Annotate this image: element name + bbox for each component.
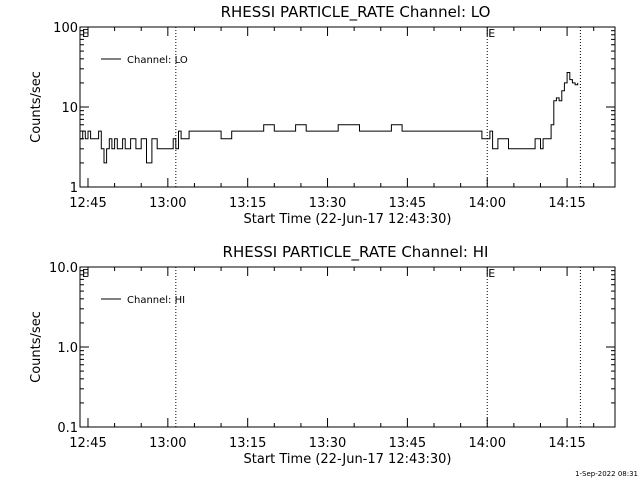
x-tick-label: 13:00 (149, 196, 186, 211)
x-tick-label: 13:30 (309, 436, 346, 451)
x-tick-label: 13:15 (229, 436, 266, 451)
footer-timestamp: 1-Sep-2022 08:31 (575, 470, 638, 478)
x-tick-label: 13:15 (229, 196, 266, 211)
x-tick-label: 13:45 (389, 436, 426, 451)
legend-entry: Channel: LO (127, 55, 188, 66)
y-tick-label: 1.0 (57, 341, 78, 356)
x-tick-label: 13:45 (389, 196, 426, 211)
chart-panel-hi: RHESSI PARTICLE_RATE Channel: HI 0.1 1.0 10… (29, 243, 616, 467)
y-tick-label: 10 (61, 101, 78, 116)
series-line-lo (80, 72, 579, 164)
legend-entry: Channel: HI (127, 295, 185, 306)
y-axis-title: Counts/sec (29, 71, 44, 143)
x-tick-label: 14:00 (469, 196, 506, 211)
x-tick-label: 14:00 (469, 436, 506, 451)
chart-panel-lo: RHESSI PARTICLE_RATE Channel: LO 1 10 100 12… (29, 3, 616, 227)
y-axis-title: Counts/sec (29, 311, 44, 383)
x-tick-label: 14:15 (548, 196, 585, 211)
y-tick-label: 10.0 (49, 261, 78, 276)
y-tick-label: 100 (53, 21, 78, 36)
x-tick-label: 13:00 (149, 436, 186, 451)
y-tick-label: 0.1 (57, 421, 78, 436)
x-tick-label: 12:45 (69, 196, 106, 211)
x-axis-title: Start Time (22-Jun-17 12:43:30) (244, 212, 452, 227)
x-tick-label: 13:30 (309, 196, 346, 211)
corner-marker-label: E (82, 27, 89, 40)
chart-title-lo: RHESSI PARTICLE_RATE Channel: LO (221, 3, 491, 22)
x-tick-label: 12:45 (69, 436, 106, 451)
x-tick-label: 14:15 (548, 436, 585, 451)
x-axis-title: Start Time (22-Jun-17 12:43:30) (244, 452, 452, 467)
corner-marker-label: E (82, 267, 89, 280)
chart-title-hi: RHESSI PARTICLE_RATE Channel: HI (223, 243, 489, 262)
time-marker-label: E (488, 267, 495, 280)
time-marker-label: E (488, 27, 495, 40)
y-tick-label: 1 (70, 181, 78, 196)
